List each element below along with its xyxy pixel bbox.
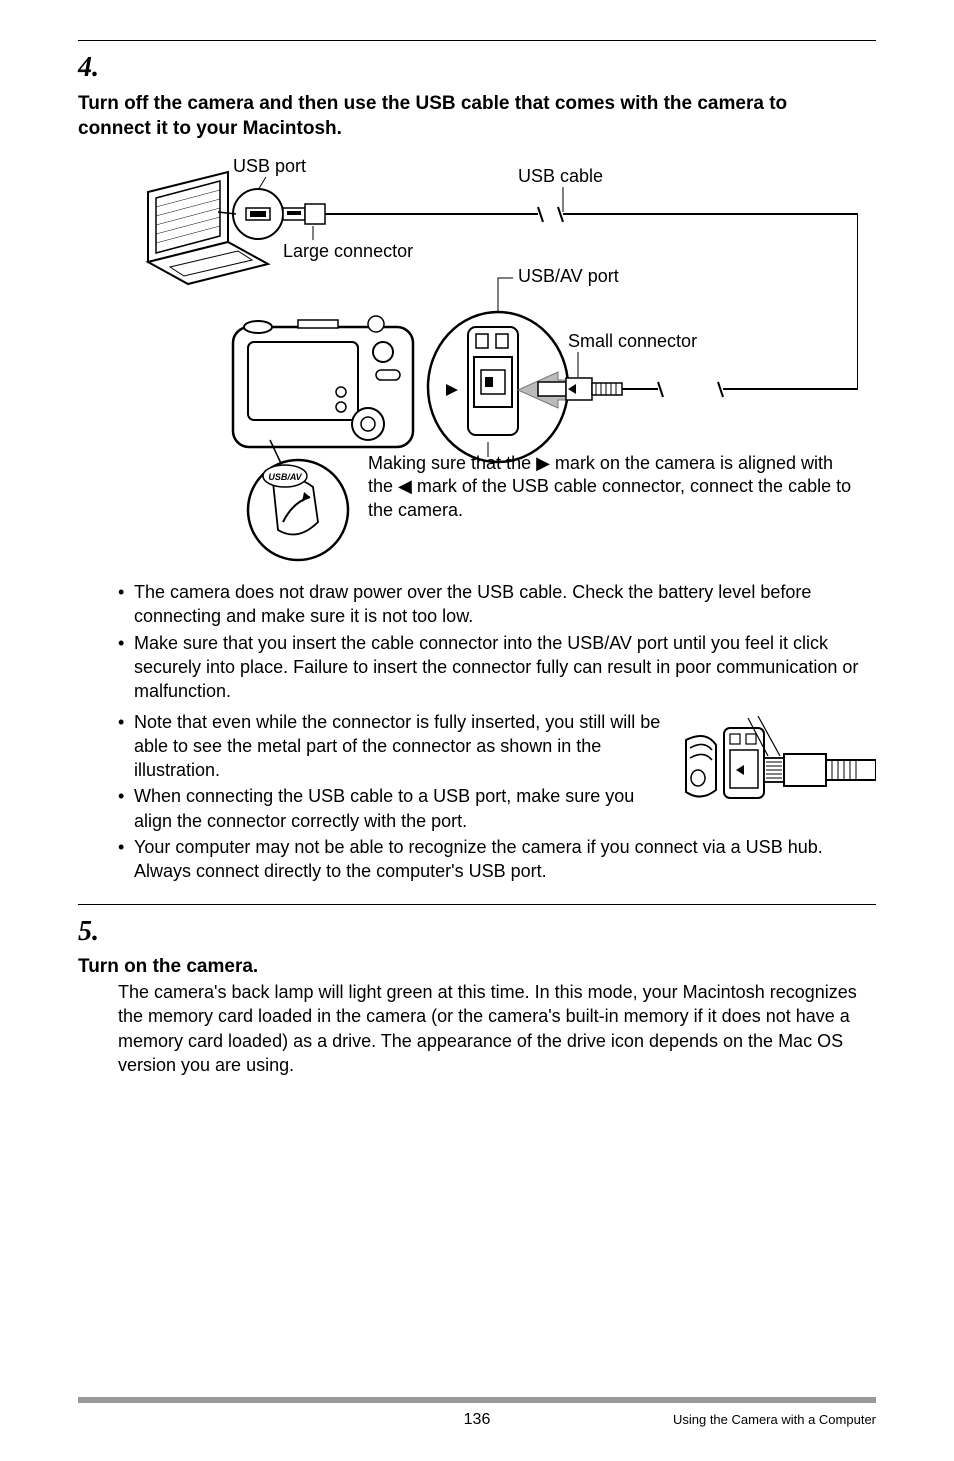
footer-section: Using the Camera with a Computer (610, 1411, 876, 1429)
step-divider (78, 904, 876, 905)
bullet-3: Note that even while the connector is fu… (118, 710, 876, 783)
connection-diagram: USB/AV USB port USB cable Large connec (118, 152, 858, 562)
usb-av-badge: USB/AV (268, 472, 302, 482)
bullet-1: The camera does not draw power over the … (118, 580, 876, 629)
step-5-number: 5. (78, 913, 114, 951)
label-usb-av-port: USB/AV port (518, 266, 619, 286)
alignment-note: Making sure that the ▶ mark on the camer… (368, 452, 858, 522)
step-4-bullets-wrap: The camera does not draw power over the … (78, 580, 876, 886)
label-usb-port: USB port (233, 156, 306, 176)
step-4-bullets: The camera does not draw power over the … (118, 580, 876, 703)
page-number: 136 (344, 1409, 610, 1431)
step-4-number: 4. (78, 49, 114, 87)
step-5-heading: Turn on the camera. (78, 950, 836, 980)
usb-av-detail-circle: USB/AV (248, 460, 348, 560)
step-4: 4. Turn off the camera and then use the … (78, 49, 876, 142)
small-connector-icon (538, 378, 622, 400)
page-footer: 136 Using the Camera with a Computer (78, 1397, 876, 1431)
label-usb-cable: USB cable (518, 166, 603, 186)
label-small-connector: Small connector (568, 331, 697, 351)
bullet-5: Your computer may not be able to recogni… (118, 835, 876, 884)
step-4-bullets-cont: Note that even while the connector is fu… (118, 710, 876, 884)
top-rule (78, 40, 876, 41)
bullet-2: Make sure that you insert the cable conn… (118, 631, 876, 704)
footer-bar (78, 1397, 876, 1403)
bullet-4: When connecting the USB cable to a USB p… (118, 784, 876, 833)
large-connector-icon (283, 204, 325, 224)
step-4-heading: Turn off the camera and then use the USB… (78, 87, 836, 142)
step-5: 5. Turn on the camera. The camera's back… (78, 913, 876, 1078)
label-large-connector: Large connector (283, 241, 413, 261)
step-5-body: The camera's back lamp will light green … (118, 980, 876, 1077)
camera-icon (233, 316, 413, 447)
